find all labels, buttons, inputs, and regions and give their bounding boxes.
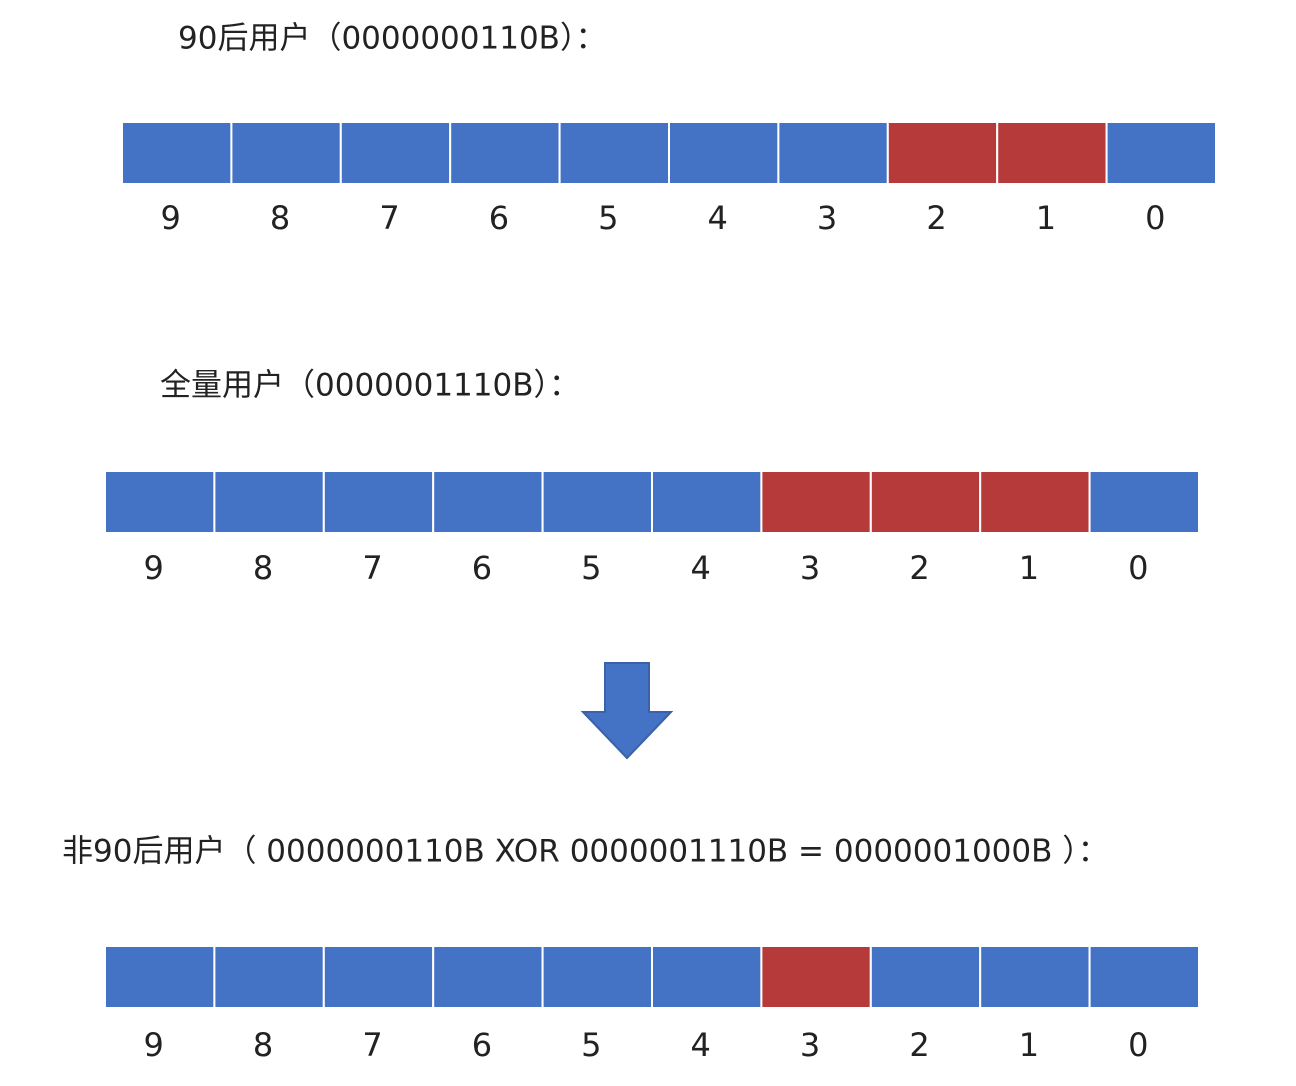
bit-cell <box>886 121 999 185</box>
bit-index: 4 <box>691 549 711 587</box>
bit-cell <box>1088 470 1200 534</box>
bit-index: 5 <box>598 199 618 237</box>
bit-cell <box>541 945 653 1009</box>
bit-cell <box>121 121 233 185</box>
bit-index: 0 <box>1128 1026 1148 1064</box>
bit-cell <box>869 945 982 1009</box>
section-title: 全量用户（0000001110B）： <box>160 368 580 404</box>
bit-index: 2 <box>909 549 929 587</box>
bit-index: 2 <box>926 199 946 237</box>
bit-index: 1 <box>1019 1026 1039 1064</box>
bit-index: 4 <box>708 199 728 237</box>
bit-index: 3 <box>800 549 820 587</box>
bit-cell <box>558 121 670 185</box>
bit-index: 2 <box>909 1026 929 1064</box>
bit-index: 8 <box>270 199 290 237</box>
bit-cell <box>104 945 216 1009</box>
bit-cell <box>339 121 452 185</box>
section-title: 90后用户（0000000110B）： <box>178 21 606 57</box>
down-arrow <box>580 662 674 760</box>
bit-index: 6 <box>472 549 492 587</box>
bit-cell <box>777 121 889 185</box>
bit-index: 6 <box>489 199 509 237</box>
bit-cell <box>1105 121 1217 185</box>
bit-index: 6 <box>472 1026 492 1064</box>
bit-cell <box>979 470 1091 534</box>
bit-index: 9 <box>144 1026 164 1064</box>
bit-cell <box>432 945 544 1009</box>
bit-cell <box>322 945 435 1009</box>
bit-index: 8 <box>253 549 273 587</box>
bit-cell <box>230 121 342 185</box>
section-title: 非90后用户（ 0000000110B XOR 0000001110B = 00… <box>62 834 1109 870</box>
bit-cell <box>1088 945 1200 1009</box>
bit-cell <box>651 470 763 534</box>
bit-index: 4 <box>691 1026 711 1064</box>
bit-cell <box>322 470 435 534</box>
bit-index: 7 <box>362 549 382 587</box>
bit-index: 1 <box>1019 549 1039 587</box>
bit-cell <box>996 121 1108 185</box>
bit-cell <box>979 945 1091 1009</box>
bit-index: 3 <box>800 1026 820 1064</box>
bit-index: 7 <box>379 199 399 237</box>
bit-cell <box>869 470 982 534</box>
bit-index: 8 <box>253 1026 273 1064</box>
bit-index: 1 <box>1036 199 1056 237</box>
bit-index: 0 <box>1145 199 1165 237</box>
bit-index: 5 <box>581 1026 601 1064</box>
bit-index: 0 <box>1128 549 1148 587</box>
bit-index: 3 <box>817 199 837 237</box>
bit-index: 9 <box>161 199 181 237</box>
bit-cell <box>213 945 325 1009</box>
bit-cell <box>213 470 325 534</box>
bit-cell <box>449 121 561 185</box>
bit-cell <box>760 945 872 1009</box>
bit-cell <box>760 470 872 534</box>
bit-cell <box>651 945 763 1009</box>
bit-cell <box>432 470 544 534</box>
bit-cell <box>541 470 653 534</box>
bit-index: 9 <box>144 549 164 587</box>
bit-cell <box>104 470 216 534</box>
bit-cell <box>668 121 780 185</box>
bit-index: 5 <box>581 549 601 587</box>
bit-index: 7 <box>362 1026 382 1064</box>
